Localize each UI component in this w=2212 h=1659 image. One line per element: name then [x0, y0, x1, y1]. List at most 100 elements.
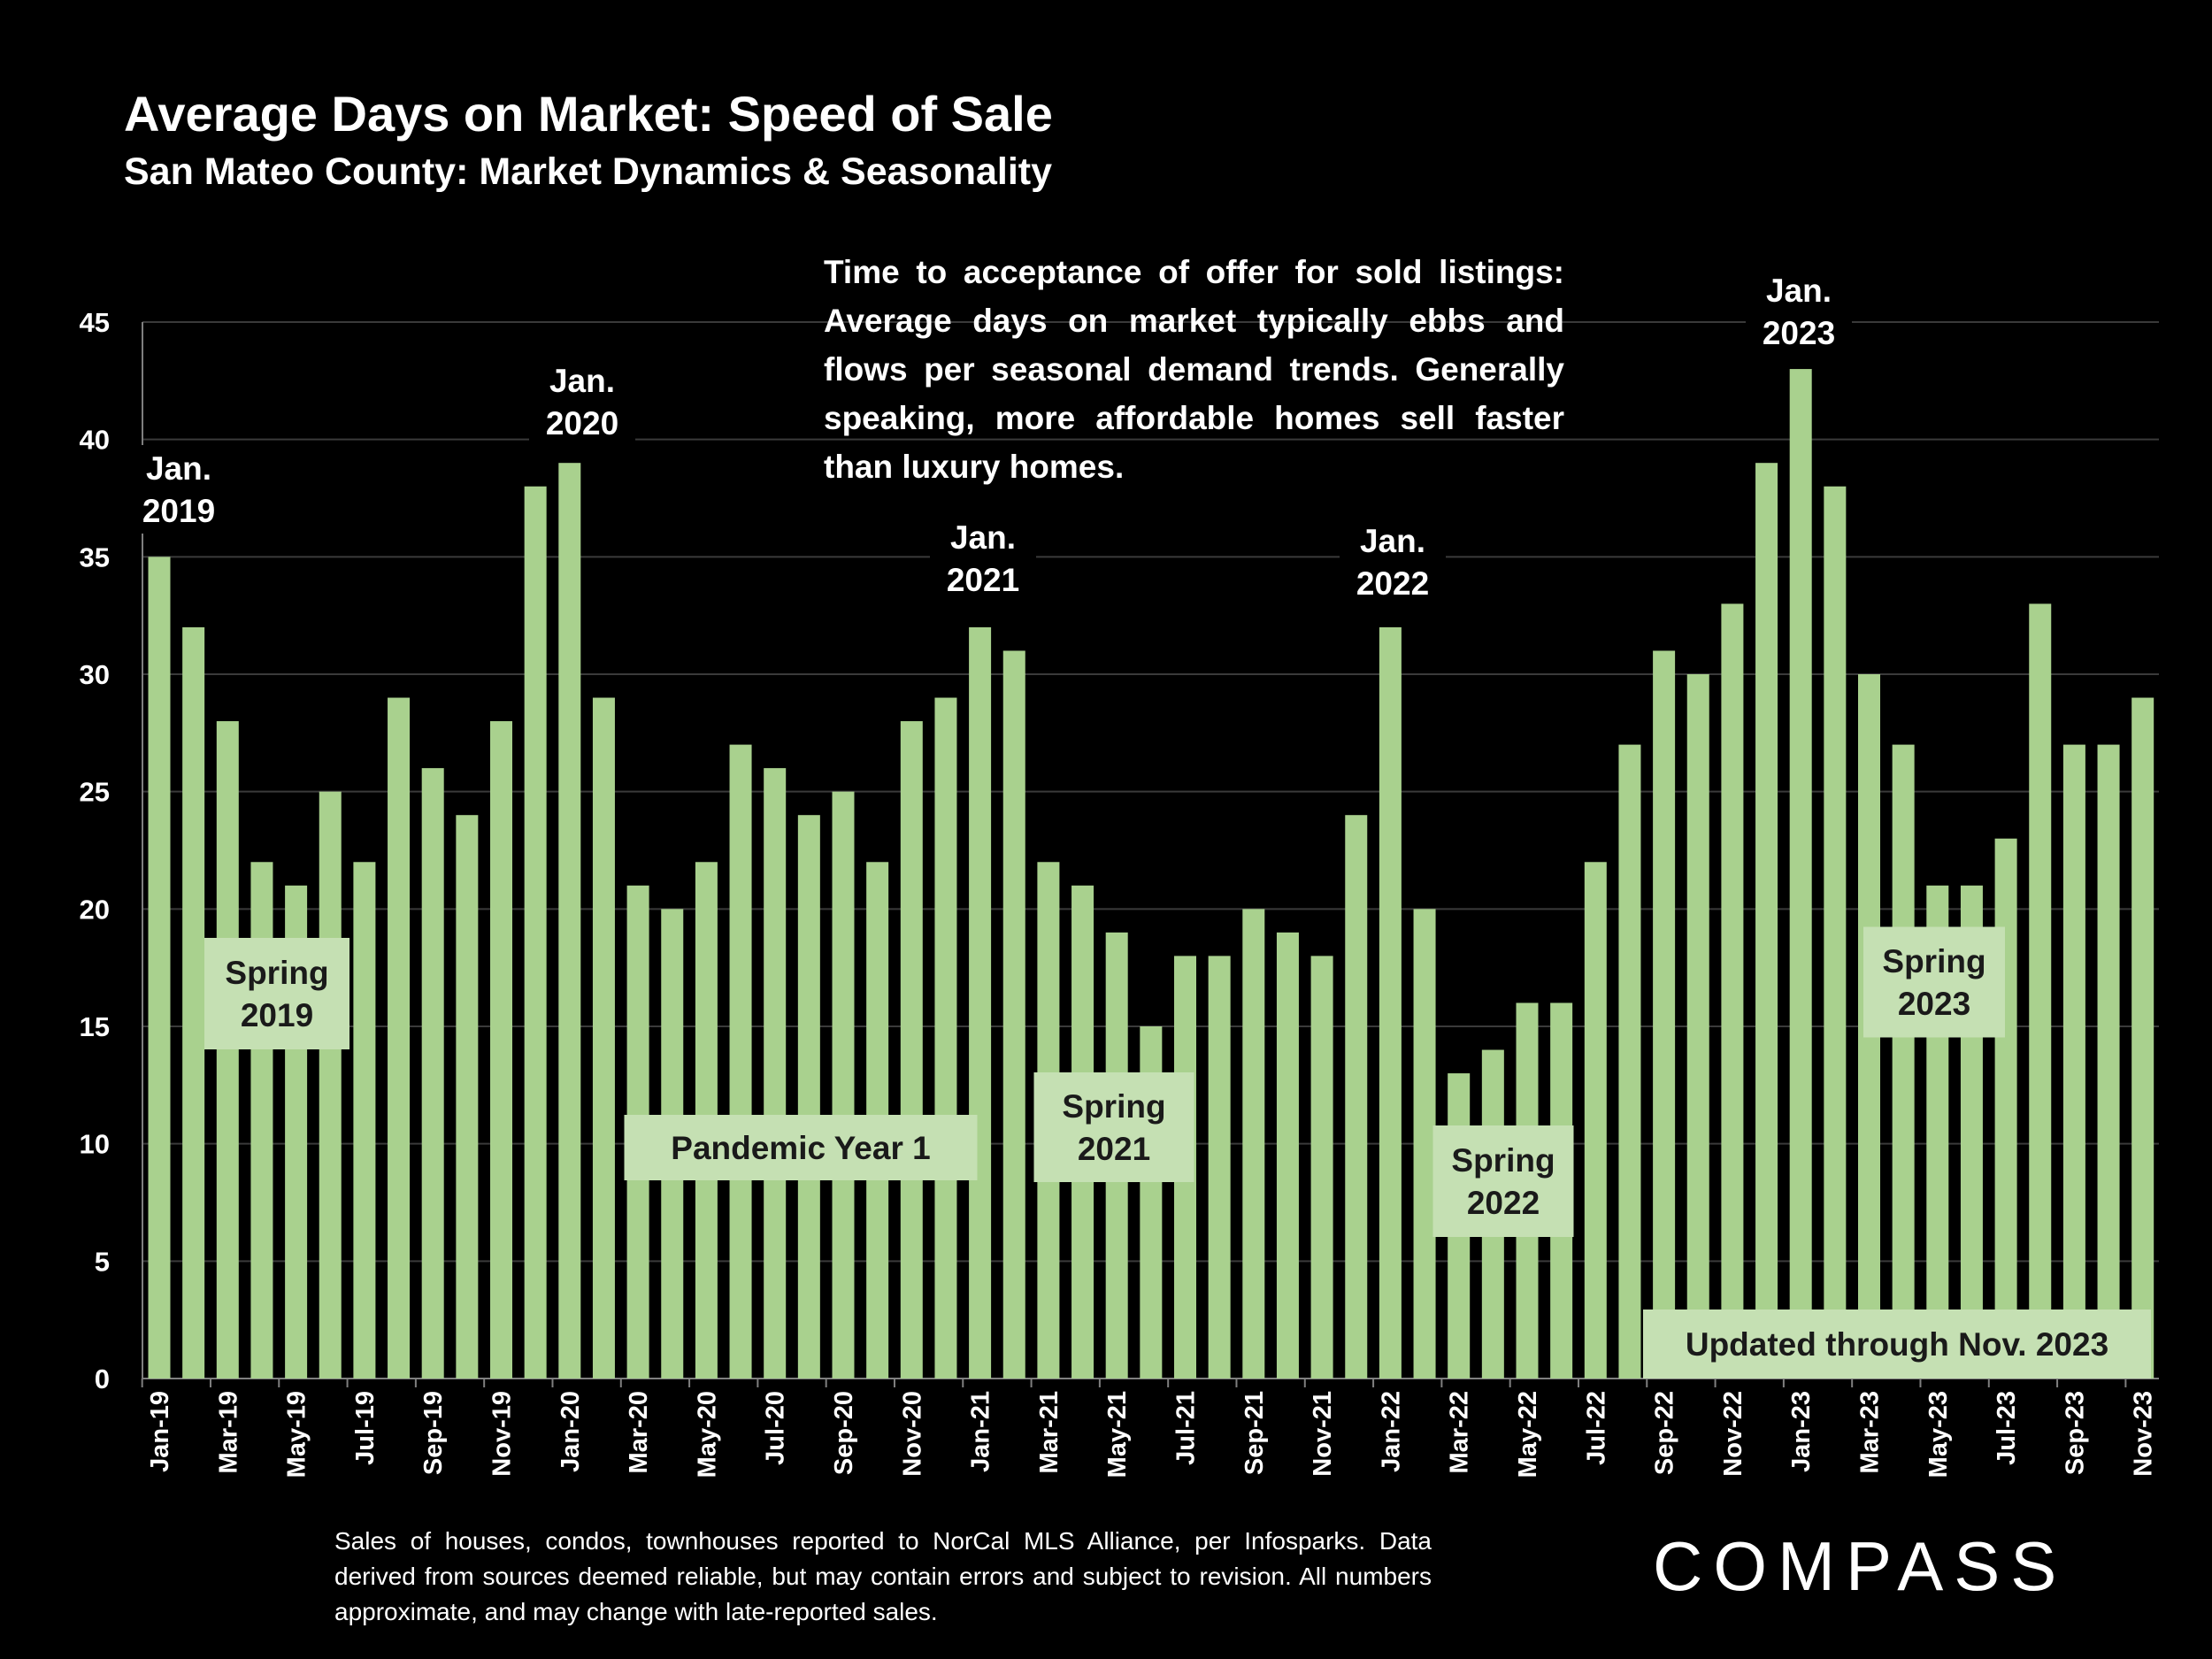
bar [1584, 862, 1607, 1379]
x-tick-label: Jul-19 [351, 1391, 380, 1465]
bar [1276, 932, 1299, 1379]
annotation: Jan. [1766, 273, 1832, 309]
annotation-box [1863, 926, 2005, 1038]
chart-title: Average Days on Market: Speed of Sale [124, 86, 1053, 142]
y-tick-label: 25 [80, 777, 110, 808]
x-tick-label: May-20 [693, 1391, 721, 1478]
x-tick-label: Jul-21 [1172, 1391, 1201, 1465]
chart-subtitle: San Mateo County: Market Dynamics & Seas… [124, 150, 1053, 193]
logo: COMPASS [1653, 1527, 2068, 1605]
annotation-bg [1340, 518, 1446, 606]
x-tick-label: Nov-21 [1309, 1391, 1337, 1477]
bar [1379, 626, 1402, 1379]
bar [797, 815, 820, 1379]
x-tick-label: Mar-22 [1446, 1391, 1474, 1474]
x-tick-label: Sep-20 [830, 1391, 858, 1475]
bar [2062, 744, 2085, 1379]
y-tick-label: 5 [95, 1246, 110, 1277]
bar [182, 626, 205, 1379]
annotation-box [1432, 1125, 1574, 1237]
y-tick-label: 20 [80, 894, 110, 925]
x-tick-label: Nov-23 [2130, 1391, 2158, 1477]
annotation-bg [930, 514, 1036, 603]
x-tick-label: Nov-19 [488, 1391, 517, 1477]
bar [764, 768, 787, 1379]
annotation-bg [1746, 267, 1852, 356]
bar [1994, 838, 2017, 1379]
bar [1721, 603, 1744, 1379]
annotation: Jan. [950, 519, 1016, 556]
y-tick-label: 40 [80, 425, 110, 456]
x-tick-label: Sep-22 [1651, 1391, 1679, 1475]
bar [1208, 956, 1231, 1379]
bar [832, 791, 855, 1379]
annotation: 2019 [142, 493, 215, 529]
bar [216, 721, 239, 1379]
bar [319, 791, 342, 1379]
y-tick-label: 35 [80, 541, 110, 572]
annotation-box [204, 938, 349, 1049]
annotation: 2019 [241, 997, 313, 1033]
bar [1824, 486, 1847, 1379]
annotation: Jan. [549, 363, 615, 399]
x-tick-label: Jan-23 [1787, 1391, 1816, 1472]
bar [1002, 650, 1025, 1379]
bar [592, 697, 615, 1379]
bar [1242, 909, 1265, 1379]
bar [1413, 909, 1436, 1379]
y-tick-label: 15 [80, 1011, 110, 1042]
x-tick-label: May-23 [1924, 1391, 1953, 1478]
y-tick-label: 45 [80, 307, 110, 338]
annotation: 2023 [1763, 315, 1835, 351]
x-tick-label: Jan-22 [1377, 1391, 1405, 1472]
x-tick-label: Jul-23 [1993, 1391, 2021, 1465]
x-tick-label: Jan-21 [967, 1391, 995, 1472]
x-tick-label: Mar-23 [1856, 1391, 1885, 1474]
annotation: Spring [225, 955, 328, 991]
annotation: 2021 [1078, 1131, 1150, 1167]
bar [421, 768, 444, 1379]
bar [558, 463, 581, 1379]
annotation: Spring [1451, 1142, 1555, 1179]
annotation: 2022 [1356, 565, 1429, 602]
annotation: 2021 [947, 562, 1019, 598]
bar [2097, 744, 2120, 1379]
annotation: Jan. [1360, 523, 1425, 559]
annotation-box [624, 1115, 978, 1180]
x-tick-label: Sep-19 [419, 1391, 448, 1475]
x-tick-label: Nov-20 [898, 1391, 926, 1477]
x-tick-label: Jan-20 [557, 1391, 585, 1472]
bar [388, 697, 411, 1379]
bar [490, 721, 512, 1379]
annotation: Jan. [146, 450, 211, 487]
x-tick-label: Jul-22 [1582, 1391, 1610, 1465]
bar [1653, 650, 1676, 1379]
bar [1789, 369, 1812, 1379]
bar [456, 815, 479, 1379]
bar [1310, 956, 1333, 1379]
x-tick-label: Mar-19 [214, 1391, 242, 1474]
annotation: Spring [1062, 1088, 1165, 1125]
bar [1755, 463, 1778, 1379]
annotation: Updated through Nov. 2023 [1686, 1326, 2108, 1363]
y-tick-label: 30 [80, 659, 110, 690]
x-tick-label: Sep-21 [1240, 1391, 1269, 1475]
x-tick-label: Mar-20 [625, 1391, 653, 1474]
bar [524, 486, 547, 1379]
bar [934, 697, 957, 1379]
x-tick-label: Nov-22 [1719, 1391, 1747, 1477]
annotation-bg [529, 357, 635, 446]
annotation-bg [130, 445, 227, 534]
bar [1618, 744, 1641, 1379]
x-tick-label: May-22 [1514, 1391, 1542, 1478]
bar [729, 744, 752, 1379]
bar [1345, 815, 1368, 1379]
bar [2131, 697, 2154, 1379]
x-tick-label: Jan-19 [146, 1391, 174, 1472]
annotation-box [1033, 1072, 1194, 1182]
bar [900, 721, 923, 1379]
bar [2029, 603, 2052, 1379]
annotation: 2022 [1467, 1185, 1540, 1221]
y-tick-label: 10 [80, 1129, 110, 1160]
